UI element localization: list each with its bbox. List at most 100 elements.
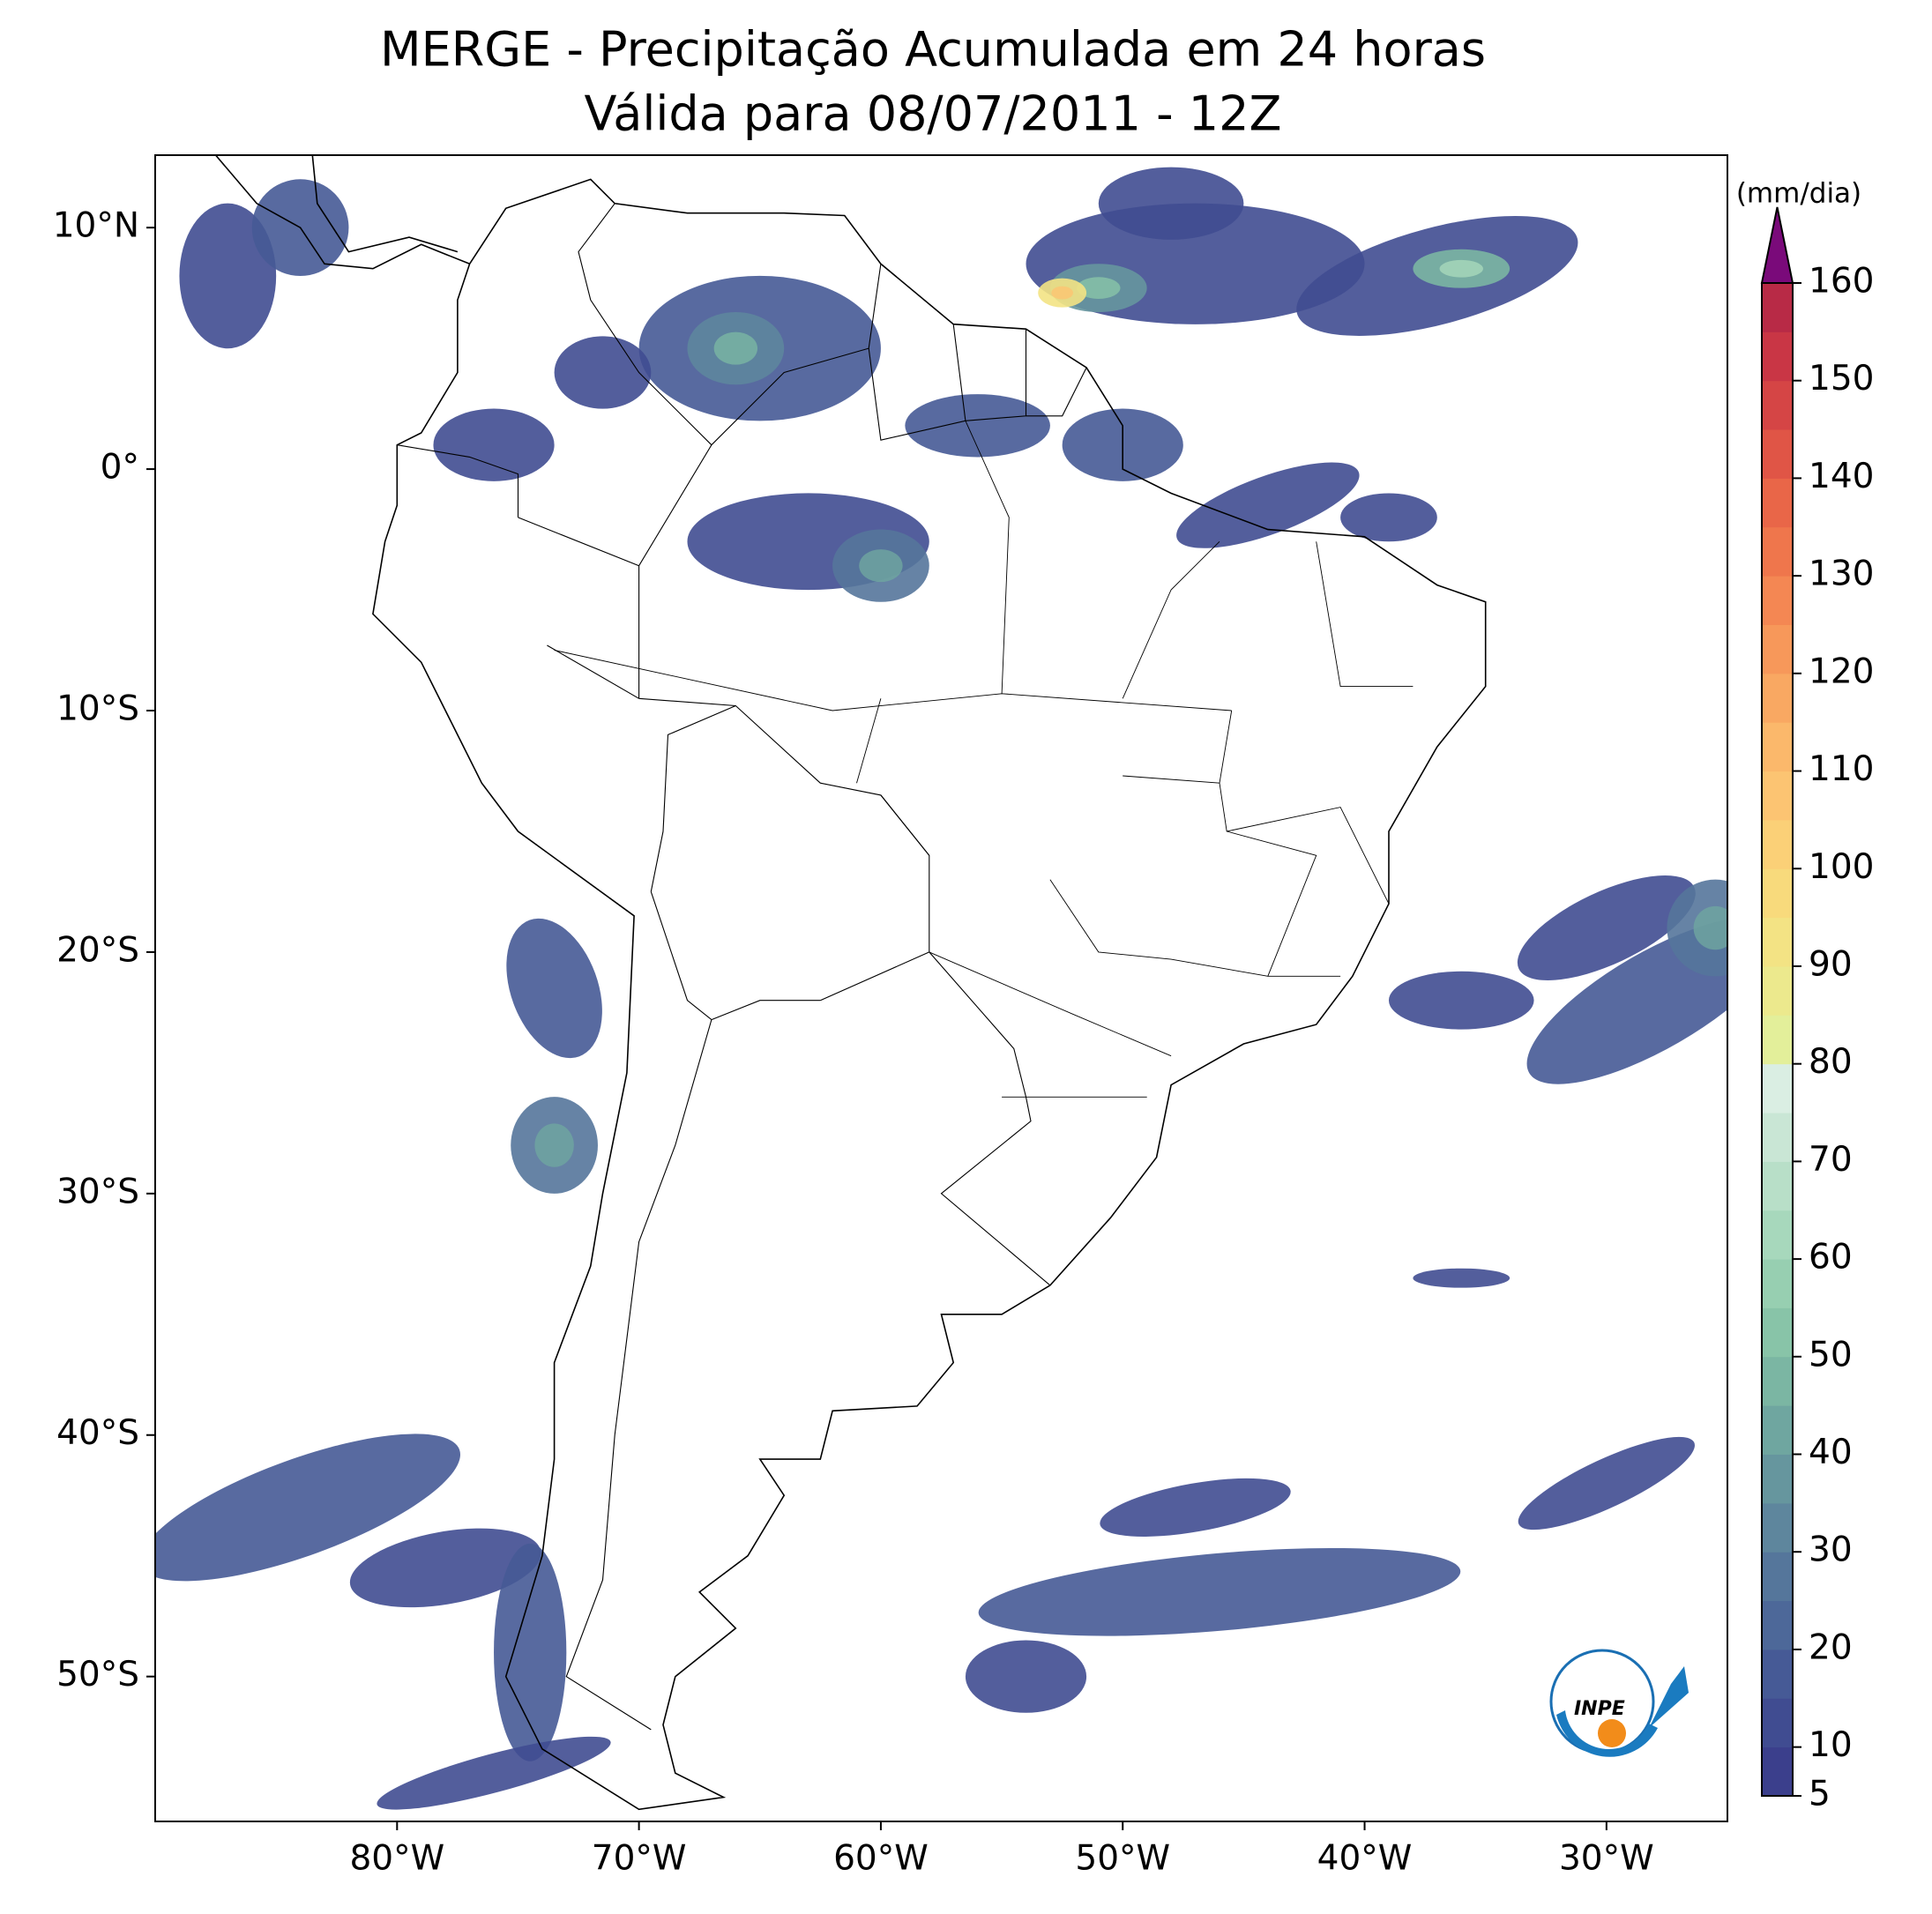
precip-area xyxy=(494,1543,567,1761)
coastline xyxy=(372,178,1487,1811)
y-tick-label: 0° xyxy=(101,448,139,488)
precip-area xyxy=(506,918,602,1059)
colorbar-band xyxy=(1762,624,1793,674)
precip-area xyxy=(905,394,1050,458)
border xyxy=(547,644,639,699)
border xyxy=(711,264,882,446)
map-area xyxy=(155,155,1727,1811)
border xyxy=(638,697,1051,1286)
colorbar-band xyxy=(1762,673,1793,723)
state-border xyxy=(554,650,1232,711)
colorbar-tick-label: 40 xyxy=(1809,1433,1853,1472)
border xyxy=(820,951,930,1002)
state-border xyxy=(1227,830,1317,977)
x-tick-label: 30°W xyxy=(1559,1839,1654,1879)
precip-core xyxy=(1693,905,1727,950)
border xyxy=(868,324,966,441)
title: MERGE - Precipitação Acumulada em 24 hor… xyxy=(380,22,1486,78)
precip-area xyxy=(965,1640,1087,1713)
precip-area xyxy=(1098,167,1244,240)
x-tick-label: 60°W xyxy=(833,1839,929,1879)
precip-area xyxy=(1518,1436,1695,1530)
colorbar-band xyxy=(1762,1307,1793,1358)
colorbar-tick-label: 150 xyxy=(1809,359,1874,398)
colorbar-label: (mm/dia) xyxy=(1736,178,1861,210)
y-tick-label: 50°S xyxy=(56,1655,139,1694)
colorbar-tick-label: 160 xyxy=(1809,262,1874,302)
colorbar-band xyxy=(1762,1405,1793,1456)
colorbar-tick-label: 100 xyxy=(1809,847,1874,887)
colorbar-tick-label: 90 xyxy=(1809,944,1853,984)
x-tick-label: 50°W xyxy=(1075,1839,1170,1879)
colorbar-band xyxy=(1762,1600,1793,1650)
logo: INPE xyxy=(1549,1649,1689,1757)
coastline xyxy=(214,155,470,270)
border xyxy=(397,444,519,518)
precip-area xyxy=(1176,462,1360,548)
colorbar-tick-label: 5 xyxy=(1809,1775,1831,1814)
colorbar-tick-label: 140 xyxy=(1809,457,1874,496)
precip-core xyxy=(1439,259,1483,278)
state-border xyxy=(965,421,1010,694)
border xyxy=(1026,367,1087,417)
precip-core xyxy=(534,1123,574,1167)
precip-core xyxy=(713,331,758,365)
colorbar-band xyxy=(1762,1015,1793,1065)
y-tick-label: 20°S xyxy=(56,930,139,970)
subtitle: Válida para 08/07/2011 - 12Z xyxy=(585,86,1282,142)
colorbar-band xyxy=(1762,1746,1793,1797)
x-tick-label: 40°W xyxy=(1317,1839,1413,1879)
precip-area xyxy=(1388,971,1534,1030)
precip-area xyxy=(1340,493,1437,542)
colorbar-band xyxy=(1762,478,1793,528)
border xyxy=(880,794,930,856)
colorbar-band xyxy=(1762,819,1793,869)
colorbar-band xyxy=(1762,1454,1793,1504)
y-tick-label: 40°S xyxy=(56,1413,139,1453)
y-tick-label: 10°N xyxy=(53,206,139,246)
colorbar-band xyxy=(1762,1161,1793,1211)
border xyxy=(518,517,640,699)
precip-core xyxy=(859,549,903,583)
x-tick-label: 70°W xyxy=(592,1839,687,1879)
map-frame xyxy=(154,154,1728,1822)
colorbar-band xyxy=(1762,1063,1793,1113)
precip-area xyxy=(1413,1268,1511,1288)
logo-text: INPE xyxy=(1574,1698,1625,1720)
precip-area xyxy=(554,336,652,409)
precip-area xyxy=(1517,875,1696,981)
colorbar-band xyxy=(1762,1552,1793,1602)
precip-area xyxy=(978,1547,1461,1636)
colorbar-extend xyxy=(1760,206,1794,284)
colorbar-tick-label: 70 xyxy=(1809,1140,1853,1180)
colorbar-tick-label: 60 xyxy=(1809,1238,1853,1277)
colorbar-band xyxy=(1762,1502,1793,1553)
precip-core xyxy=(1051,286,1073,300)
state-border xyxy=(1316,541,1414,688)
border xyxy=(565,891,712,1731)
precip-area xyxy=(377,1736,611,1810)
colorbar-band xyxy=(1762,722,1793,772)
colorbar-band xyxy=(1762,429,1793,479)
colorbar-band xyxy=(1762,576,1793,625)
colorbar-frame xyxy=(1761,282,1794,1797)
precip-area xyxy=(433,408,555,481)
precip-area xyxy=(179,203,277,349)
border xyxy=(650,704,736,892)
colorbar-tick-label: 130 xyxy=(1809,555,1874,594)
colorbar-band xyxy=(1762,526,1793,577)
state-border xyxy=(1049,879,1341,977)
state-border xyxy=(856,698,882,784)
colorbar-band xyxy=(1762,917,1793,967)
colorbar-tick-label: 110 xyxy=(1809,749,1874,789)
precip-area xyxy=(349,1528,541,1608)
colorbar-band xyxy=(1762,1356,1793,1406)
precip-core xyxy=(1077,277,1121,299)
state-border xyxy=(1123,775,1390,905)
colorbar-band xyxy=(1762,1113,1793,1162)
colorbar-band xyxy=(1762,380,1793,430)
state-border xyxy=(1219,710,1233,784)
colorbar-tick-label: 50 xyxy=(1809,1335,1853,1374)
colorbar-tick-label: 80 xyxy=(1809,1042,1853,1082)
border xyxy=(711,1000,821,1021)
